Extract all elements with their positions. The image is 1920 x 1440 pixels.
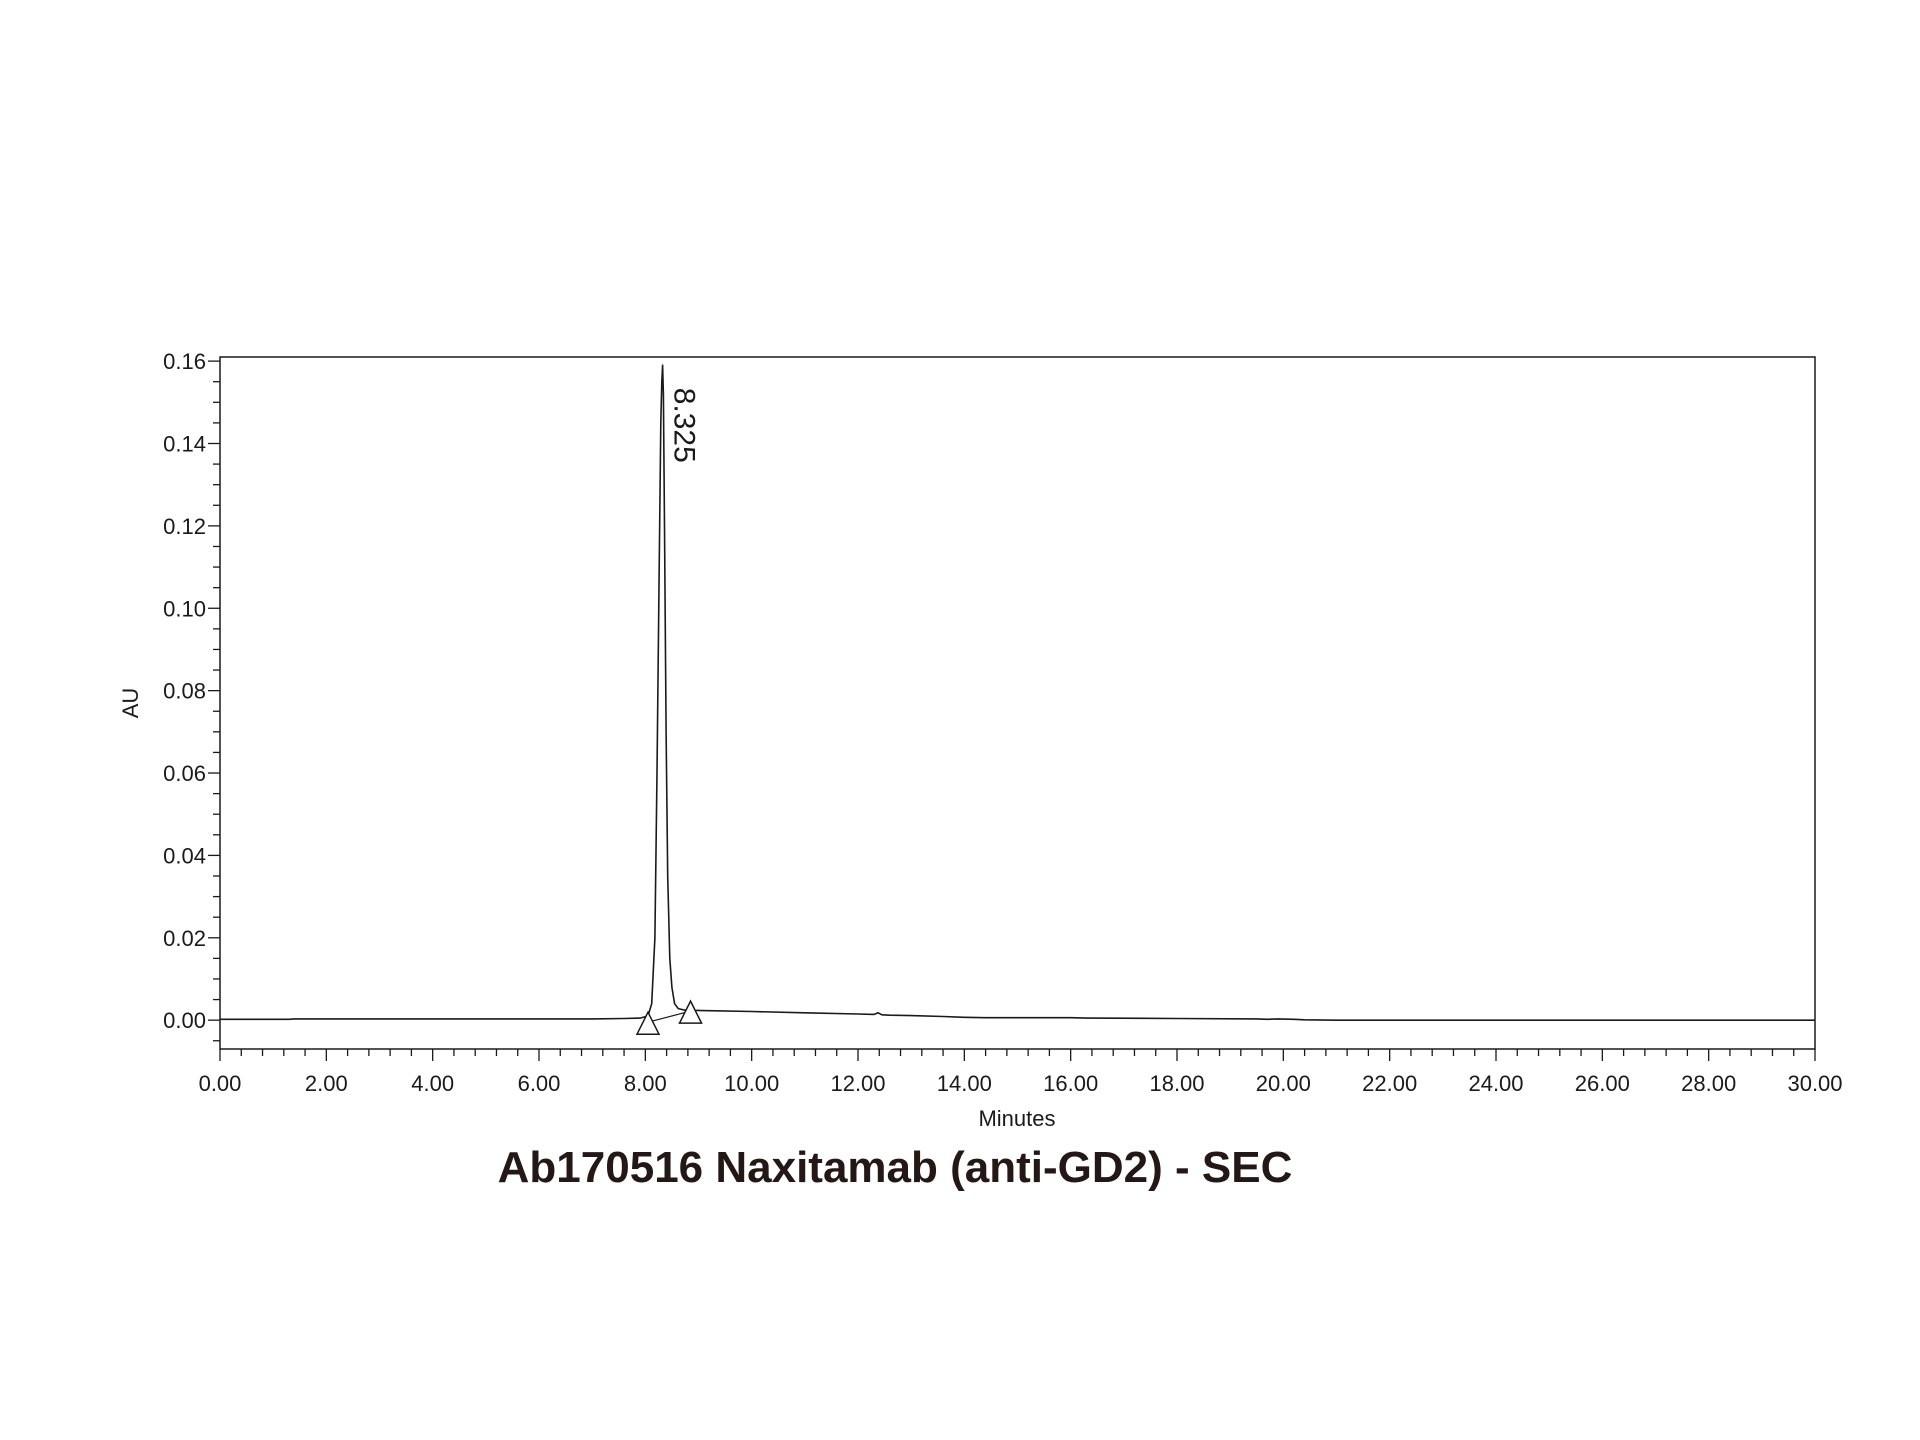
x-axis: 0.00 2.00 4.00 6.00 8.00 10.00 12.00 14.00 16.00… xyxy=(199,1049,1843,1096)
y-tick-label: 0.02 xyxy=(163,926,206,951)
x-tick-label: 4.00 xyxy=(411,1071,454,1096)
y-tick-label: 0.00 xyxy=(163,1008,206,1033)
annotation-layer: 8.325 xyxy=(668,388,701,463)
x-tick-label: 30.00 xyxy=(1787,1071,1842,1096)
x-tick-label: 6.00 xyxy=(518,1071,561,1096)
y-tick-label: 0.10 xyxy=(163,596,206,621)
peak-label: 8.325 xyxy=(668,388,701,463)
y-tick-label: 0.12 xyxy=(163,514,206,539)
y-axis: 0.00 0.02 0.04 0.06 0.08 0.10 0.12 0.14 0.16 xyxy=(163,349,220,1042)
x-tick-label: 8.00 xyxy=(624,1071,667,1096)
chart-title: Ab170516 Naxitamab (anti-GD2) - SEC xyxy=(497,1143,1293,1192)
peak-boundary-marker xyxy=(635,1010,661,1035)
x-tick-label: 0.00 xyxy=(199,1071,242,1096)
x-tick-label: 20.00 xyxy=(1256,1071,1311,1096)
integration-baseline xyxy=(647,1010,691,1023)
x-tick-label: 14.00 xyxy=(937,1071,992,1096)
y-tick-label: 0.14 xyxy=(163,432,206,457)
x-tick-label: 2.00 xyxy=(305,1071,348,1096)
peak-boundary-marker xyxy=(678,999,703,1024)
x-axis-label: Minutes xyxy=(978,1106,1055,1131)
x-tick-label: 10.00 xyxy=(724,1071,779,1096)
y-tick-label: 0.08 xyxy=(163,679,206,704)
y-tick-label: 0.04 xyxy=(163,843,206,868)
chromatogram-trace xyxy=(220,364,1815,1022)
y-tick-label: 0.16 xyxy=(163,349,206,374)
x-tick-label: 12.00 xyxy=(830,1071,885,1096)
x-tick-label: 26.00 xyxy=(1575,1071,1630,1096)
x-tick-label: 28.00 xyxy=(1681,1071,1736,1096)
x-tick-label: 22.00 xyxy=(1362,1071,1417,1096)
marker-layer xyxy=(635,999,703,1035)
plot-frame xyxy=(219,356,1816,1050)
x-tick-label: 16.00 xyxy=(1043,1071,1098,1096)
x-tick-label: 24.00 xyxy=(1468,1071,1523,1096)
series-layer xyxy=(220,364,1815,1023)
y-tick-label: 0.06 xyxy=(163,761,206,786)
x-tick-label: 18.00 xyxy=(1149,1071,1204,1096)
y-axis-label: AU xyxy=(118,688,143,719)
